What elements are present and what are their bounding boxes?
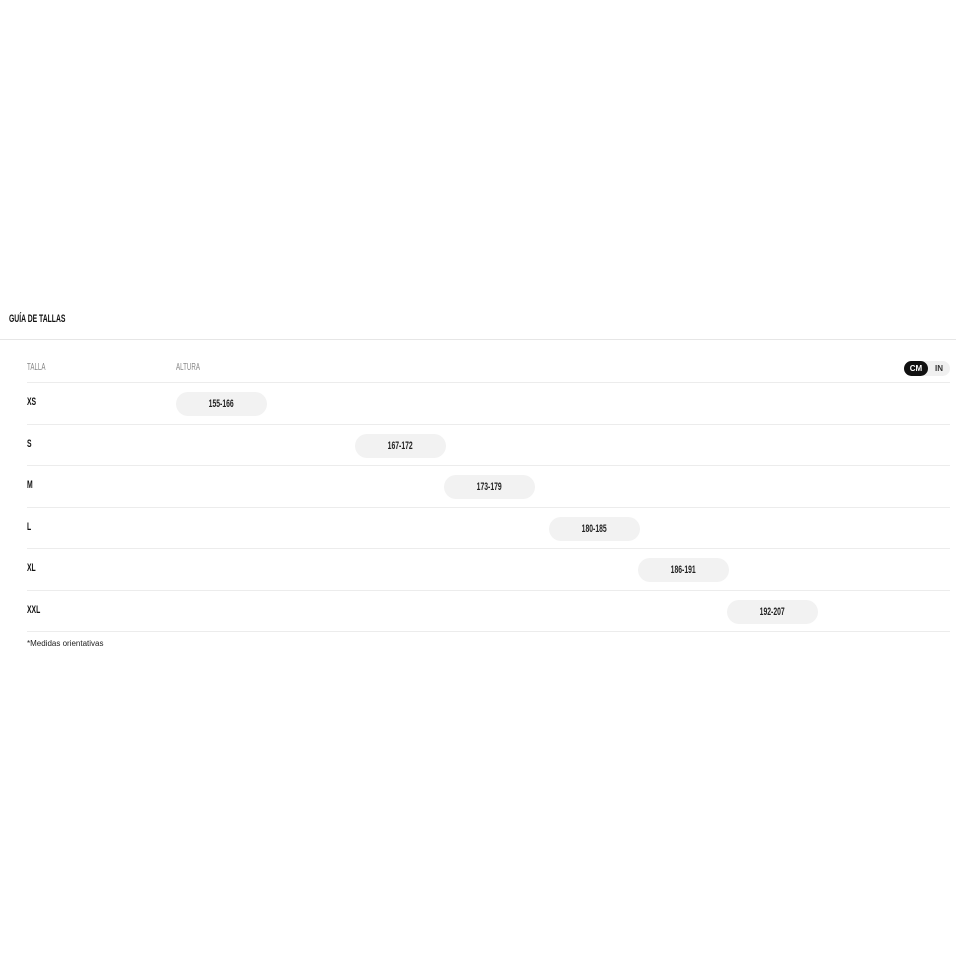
height-range-pill: 186-191: [638, 558, 729, 582]
table-row: S 167-172: [27, 425, 950, 466]
header-height: ALTURA: [176, 362, 201, 373]
size-label: XS: [27, 396, 37, 408]
page-title: GUÍA DE TALLAS: [9, 313, 66, 325]
size-label: L: [27, 520, 32, 533]
size-label: XL: [27, 562, 36, 574]
unit-in-option[interactable]: IN: [935, 364, 943, 373]
footnote: *Medidas orientativas: [27, 639, 104, 648]
table-row: XL 186-191: [27, 549, 950, 591]
header-size: TALLA: [27, 362, 46, 373]
unit-toggle[interactable]: CM IN: [904, 361, 950, 376]
unit-cm-option[interactable]: CM: [904, 361, 928, 376]
height-range-pill: 167-172: [355, 433, 446, 458]
table-row: M 173-179: [27, 466, 950, 508]
height-range-pill: 155-166: [176, 392, 267, 416]
height-range-pill: 173-179: [444, 475, 535, 499]
table-row: XS 155-166: [27, 383, 950, 425]
height-range-pill: 192-207: [727, 599, 818, 624]
size-label: S: [27, 437, 32, 450]
size-label: XXL: [27, 603, 41, 616]
size-label: M: [27, 479, 33, 491]
table-row: XXL 192-207: [27, 591, 950, 632]
divider: [0, 339, 956, 340]
table-header: TALLA ALTURA CM IN: [27, 357, 950, 383]
size-table: TALLA ALTURA CM IN XS 155-166 S 167-172 …: [27, 357, 950, 632]
height-range-pill: 180-185: [549, 516, 640, 541]
table-row: L 180-185: [27, 508, 950, 549]
